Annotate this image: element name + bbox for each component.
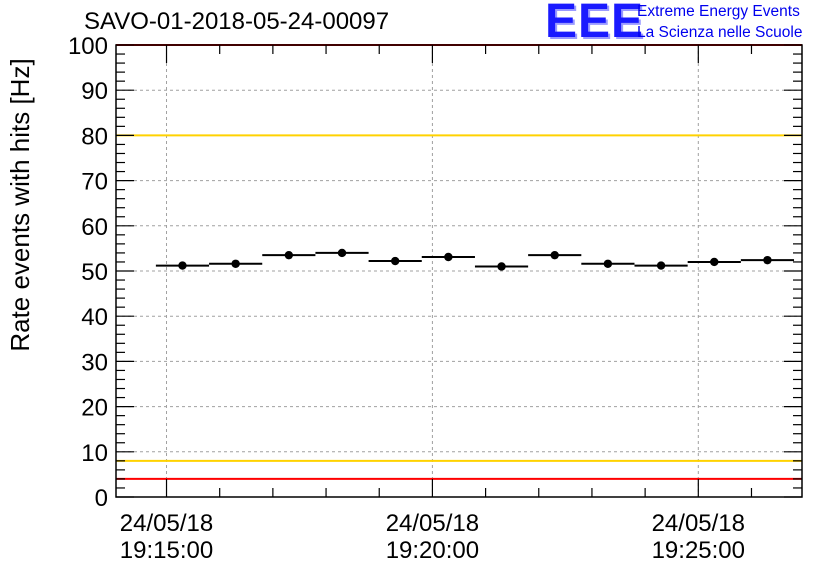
data-point [497, 262, 506, 271]
data-layer [155, 248, 795, 271]
y-tick-label: 80 [81, 123, 108, 150]
y-axis-label: Rate events with hits [Hz] [5, 58, 35, 351]
y-tick-label: 0 [95, 485, 108, 512]
y-tick-label: 60 [81, 214, 108, 241]
eee-logo: EEE Extreme Energy Events La Scienza nel… [545, 0, 833, 48]
y-tick-label: 90 [81, 78, 108, 105]
data-point [337, 248, 347, 258]
y-tick-label: 70 [81, 169, 108, 196]
chart-title: SAVO-01-2018-05-24-00097 [84, 8, 390, 35]
x-tick-label-time: 19:20:00 [386, 537, 479, 564]
axis-layer: 010203040506070809010024/05/1819:15:0024… [68, 33, 803, 564]
y-tick-label: 10 [81, 440, 108, 467]
y-tick-label: 30 [81, 349, 108, 376]
logo-line-2: La Scienza nelle Scuole [637, 24, 803, 41]
x-tick-label-date: 24/05/18 [652, 510, 745, 537]
data-point [603, 259, 613, 268]
x-tick-label-time: 19:15:00 [120, 537, 213, 564]
logo-line-1: Extreme Energy Events [637, 3, 800, 20]
y-tick-label: 100 [68, 33, 108, 60]
data-point [444, 252, 453, 262]
y-tick-label: 50 [81, 259, 108, 286]
data-point [763, 255, 772, 265]
data-point [710, 257, 719, 267]
x-tick-label-date: 24/05/18 [120, 510, 213, 537]
x-tick-label-time: 19:25:00 [652, 537, 745, 564]
data-point [178, 261, 187, 270]
data-point [656, 261, 666, 270]
data-point [284, 250, 294, 260]
data-point [390, 256, 400, 266]
x-tick-label-date: 24/05/18 [386, 510, 479, 537]
logo-mark: EEE [545, 0, 645, 48]
data-point [550, 250, 559, 260]
y-tick-label: 40 [81, 304, 108, 331]
grid-layer [116, 45, 802, 497]
data-point [231, 259, 240, 268]
y-tick-label: 20 [81, 395, 108, 422]
